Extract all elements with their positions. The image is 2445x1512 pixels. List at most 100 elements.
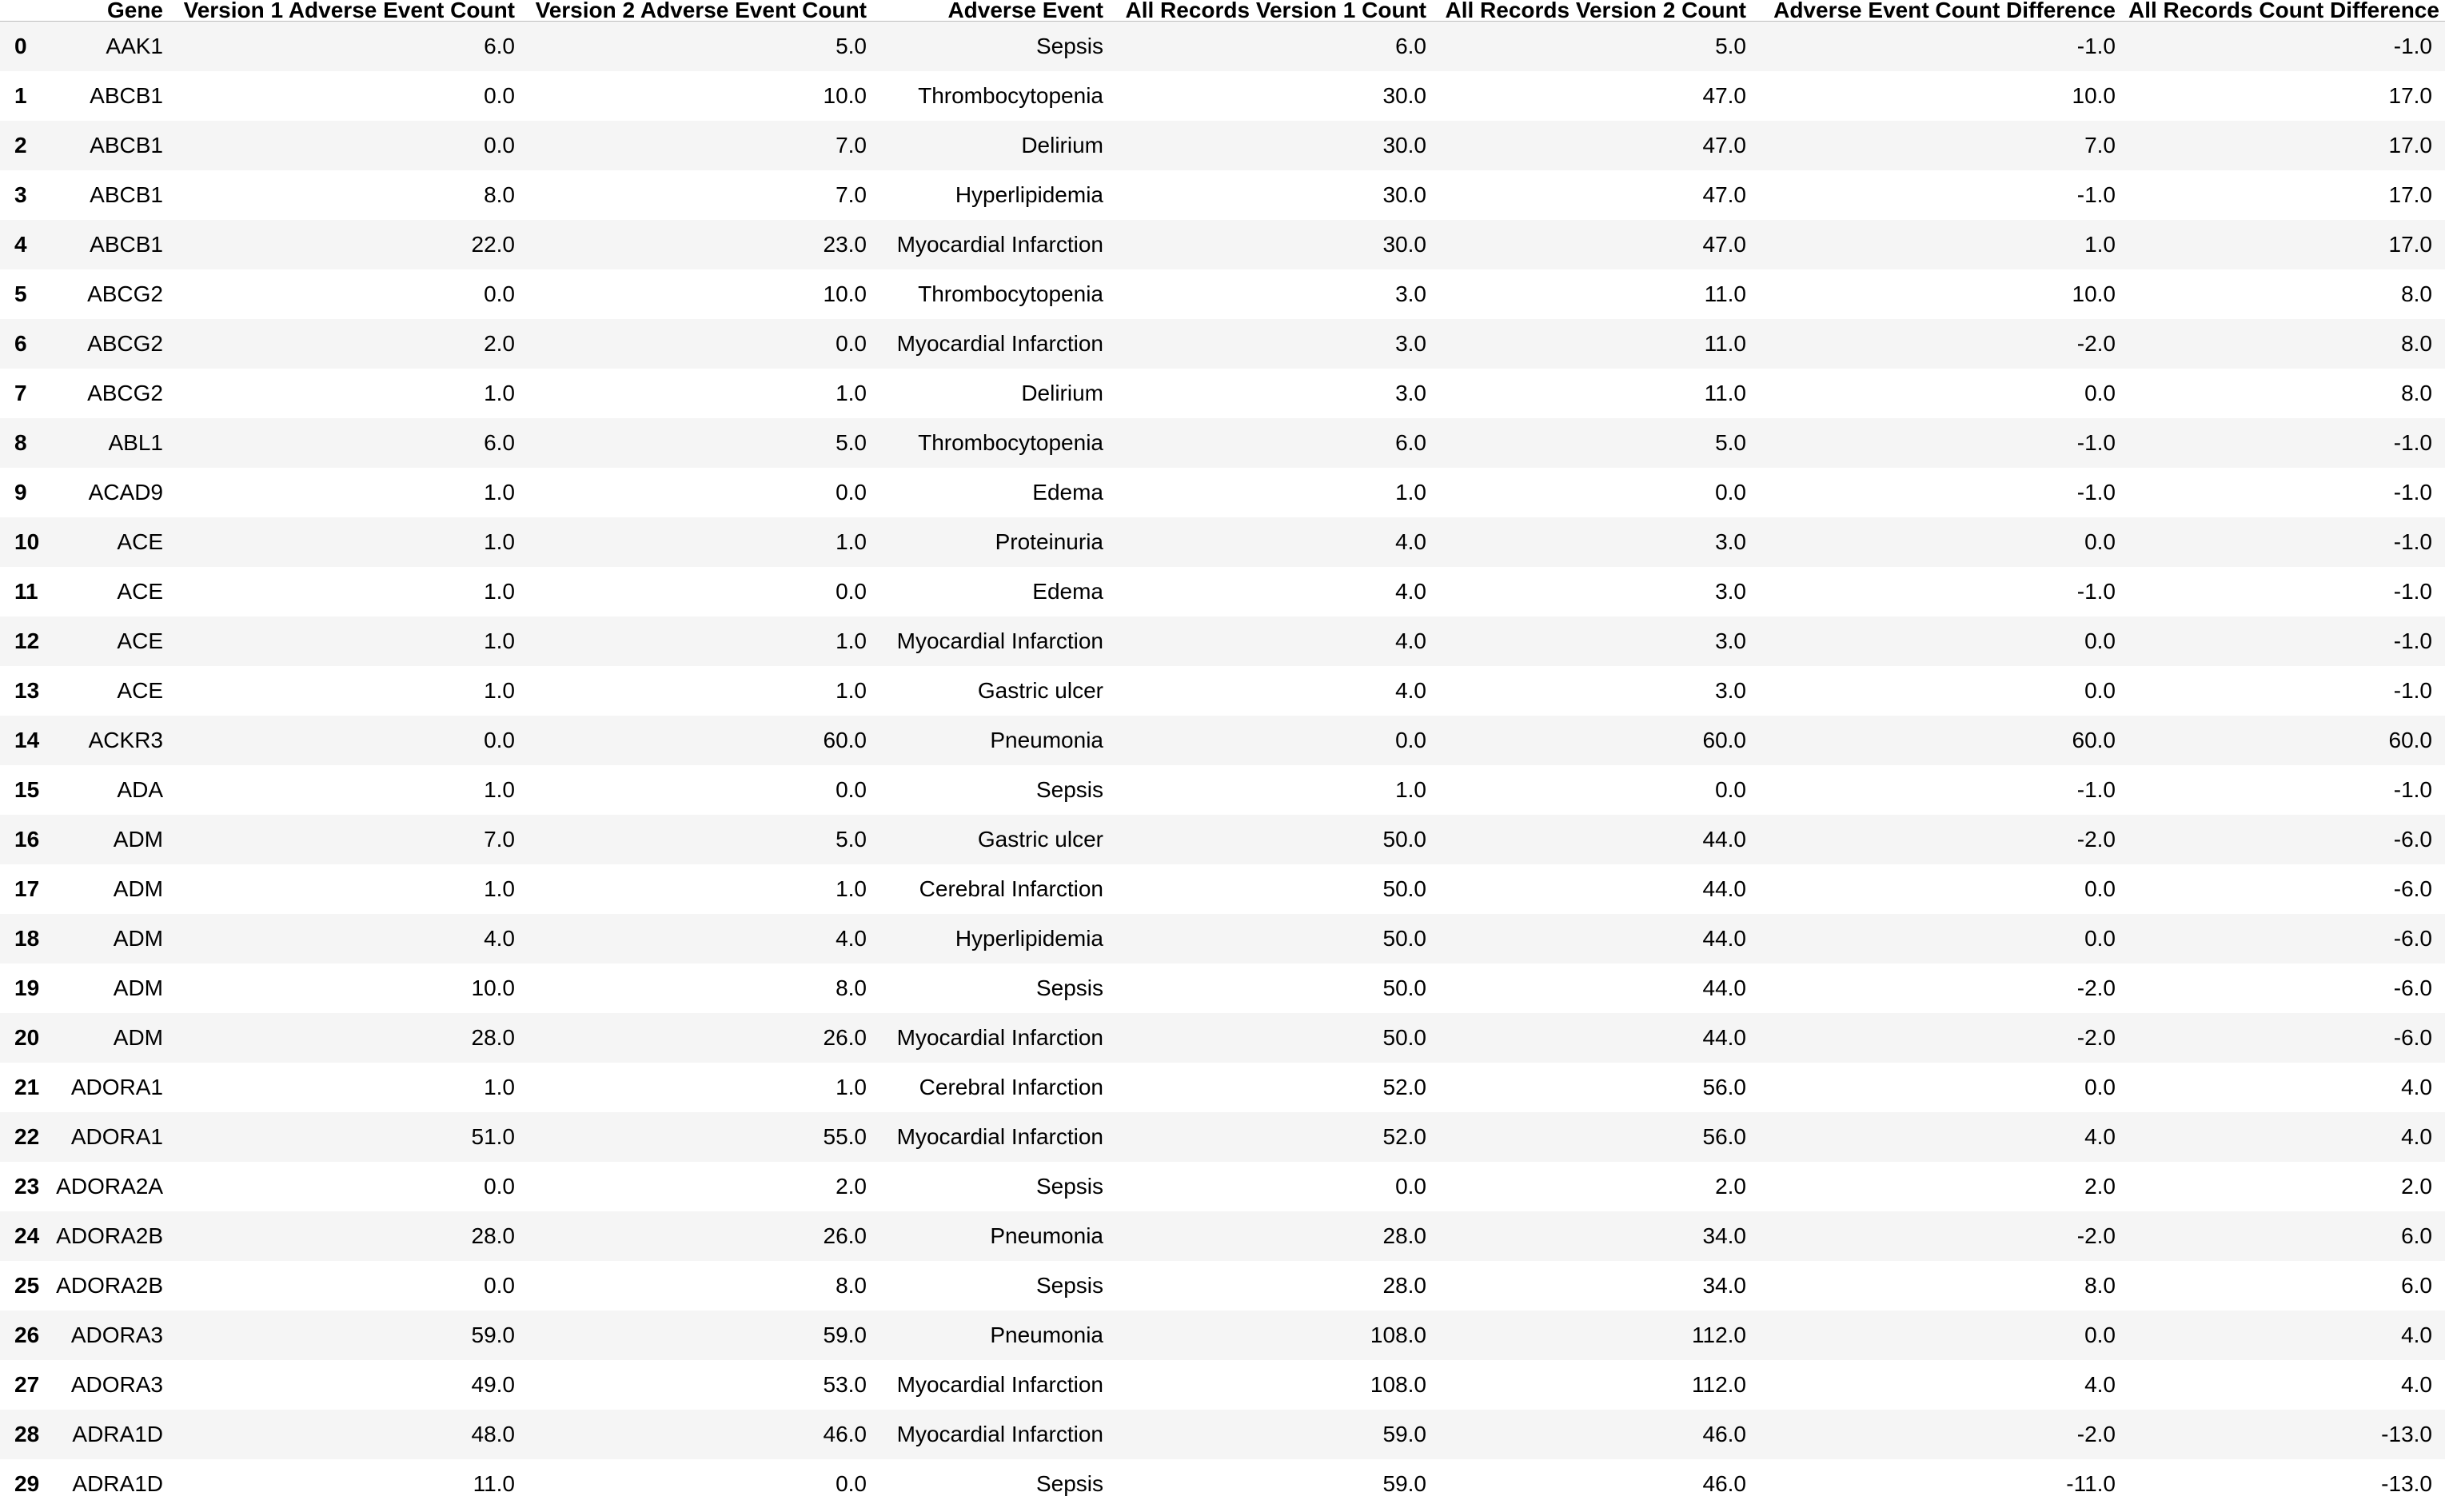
adverse-event-count-difference-cell: 2.0 [2084,1174,2116,1199]
all-records-v2-count-cell: 112.0 [1692,1323,1746,1347]
adverse-event-cell: Cerebral Infarction [919,876,1103,901]
v2-adverse-event-count-cell: 10.0 [823,83,868,108]
row-index-cell: 21 [14,1075,40,1099]
adverse-event-count-difference-cell: 1.0 [2084,232,2116,257]
row-index-cell: 2 [14,133,27,158]
table-row: 26 ADORA3 59.0 59.0 Pneumonia 108.0 112.0 0.0 4.… [0,1311,2445,1360]
adverse-event-count-difference-cell: -1.0 [2076,34,2116,58]
adverse-event-count-difference-cell: -1.0 [2076,480,2116,505]
adverse-event-cell: Thrombocytopenia [918,83,1103,108]
all-records-v1-count-cell: 30.0 [1382,232,1427,257]
all-records-v2-count-cell: 3.0 [1715,529,1746,554]
v2-adverse-event-count-cell: 60.0 [823,728,868,752]
gene-cell: ADA [117,777,163,802]
all-records-count-difference-cell: 8.0 [2401,281,2432,306]
table-row: 10 ACE 1.0 1.0 Proteinuria 4.0 3.0 0.0 -1.0 [0,517,2445,567]
v1-adverse-event-count-cell: 49.0 [471,1372,516,1397]
all-records-v1-count-cell: 6.0 [1395,430,1426,455]
gene-cell: ACE [117,628,163,653]
table-row: 0 AAK1 6.0 5.0 Sepsis 6.0 5.0 -1.0 -1.0 [0,21,2445,71]
all-records-v1-count-cell: 1.0 [1395,480,1426,505]
table-row: 6 ABCG2 2.0 0.0 Myocardial Infarction 3.0 11.0… [0,319,2445,369]
all-records-count-difference-cell: 6.0 [2401,1223,2432,1248]
gene-cell: ABCB1 [90,232,163,257]
all-records-v2-count-cell: 56.0 [1702,1124,1747,1149]
row-index-cell: 27 [14,1372,40,1397]
all-records-v1-count-cell: 4.0 [1395,678,1426,703]
v2-adverse-event-count-cell: 1.0 [836,876,867,901]
adverse-event-cell: Myocardial Infarction [896,1372,1103,1397]
v1-adverse-event-count-cell: 1.0 [484,579,515,604]
all-records-count-difference-cell: 8.0 [2401,331,2432,356]
all-records-count-difference-cell: 17.0 [2388,83,2433,108]
v2-adverse-event-count-cell: 5.0 [836,430,867,455]
row-index-cell: 22 [14,1124,40,1149]
v1-adverse-event-count-cell: 59.0 [471,1323,516,1347]
adverse-event-count-difference-cell: 0.0 [2084,529,2116,554]
v2-adverse-event-count-cell: 2.0 [836,1174,867,1199]
all-records-v2-count-cell: 3.0 [1715,678,1746,703]
v2-adverse-event-count-cell: 0.0 [836,777,867,802]
all-records-count-difference-cell: -6.0 [2393,1025,2432,1050]
gene-cell: ADM [113,827,163,852]
all-records-count-difference-cell: -1.0 [2393,430,2432,455]
all-records-v1-count-cell: 52.0 [1382,1075,1427,1099]
gene-cell: ADORA2B [56,1273,163,1298]
gene-cell: ACAD9 [88,480,163,505]
gene-cell: ACKR3 [88,728,163,752]
adverse-event-cell: Edema [1032,579,1103,604]
all-records-v1-count-cell: 30.0 [1382,133,1427,158]
v1-adverse-event-count-cell: 11.0 [473,1471,515,1496]
all-records-count-difference-cell: -6.0 [2393,926,2432,951]
v1-adverse-event-count-cell: 22.0 [471,232,516,257]
all-records-count-difference-cell: -1.0 [2393,678,2432,703]
v2-adverse-event-count-cell: 23.0 [823,232,868,257]
adverse-event-count-difference-cell: 8.0 [2084,1273,2116,1298]
gene-cell: ADM [113,975,163,1000]
v1-adverse-event-count-cell: 1.0 [484,777,515,802]
v1-adverse-event-count-cell: 1.0 [484,678,515,703]
all-records-count-difference-cell: 6.0 [2401,1273,2432,1298]
v1-adverse-event-count-cell: 0.0 [484,133,515,158]
adverse-event-cell: Hyperlipidemia [955,926,1103,951]
table-row: 9 ACAD9 1.0 0.0 Edema 1.0 0.0 -1.0 -1.0 [0,468,2445,517]
adverse-event-count-difference-cell: -1.0 [2076,182,2116,207]
all-records-v2-count-cell: 5.0 [1715,34,1746,58]
gene-cell: ADORA2A [56,1174,163,1199]
all-records-v2-count-cell: 5.0 [1715,430,1746,455]
all-records-count-difference-cell: 17.0 [2388,232,2433,257]
all-records-count-difference-column-header: All Records Count Difference [2128,0,2445,22]
row-index-cell: 19 [14,975,40,1000]
gene-cell: AAK1 [106,34,163,58]
index-column-header [0,0,56,22]
gene-column-header: Gene [56,0,176,22]
v2-adverse-event-count-cell: 0.0 [836,331,867,356]
v1-adverse-event-count-cell: 4.0 [484,926,515,951]
v2-adverse-event-count-cell: 4.0 [836,926,867,951]
all-records-v1-count-cell: 4.0 [1395,579,1426,604]
v1-adverse-event-count-cell: 51.0 [471,1124,516,1149]
all-records-v1-count-cell: 52.0 [1382,1124,1427,1149]
row-index-cell: 23 [14,1174,40,1199]
all-records-v1-count-cell: 3.0 [1395,381,1426,405]
all-records-v2-count-cell: 34.0 [1702,1223,1747,1248]
table-body: 0 AAK1 6.0 5.0 Sepsis 6.0 5.0 -1.0 -1.0 1 ABCB1 0.0… [0,21,2445,1509]
all-records-v1-count-cell: 28.0 [1382,1273,1427,1298]
v1-adverse-event-count-cell: 0.0 [484,281,515,306]
all-records-v1-count-cell: 50.0 [1382,827,1427,852]
adverse-event-count-difference-cell: -2.0 [2076,827,2116,852]
v1-adverse-event-count-cell: 1.0 [484,480,515,505]
v2-adverse-event-count-cell: 10.0 [823,281,868,306]
all-records-v2-count-cell: 11.0 [1704,331,1746,356]
all-records-count-difference-cell: -6.0 [2393,827,2432,852]
adverse-event-cell: Pneumonia [990,1223,1103,1248]
gene-cell: ABCB1 [90,83,163,108]
table-row: 7 ABCG2 1.0 1.0 Delirium 3.0 11.0 0.0 8.0 [0,369,2445,418]
all-records-v2-count-cell: 11.0 [1704,281,1746,306]
adverse-event-cell: Thrombocytopenia [918,430,1103,455]
v2-adverse-event-count-cell: 0.0 [836,480,867,505]
all-records-count-difference-cell: -13.0 [2381,1471,2432,1496]
row-index-cell: 29 [14,1471,40,1496]
v2-adverse-event-count-cell: 53.0 [823,1372,868,1397]
